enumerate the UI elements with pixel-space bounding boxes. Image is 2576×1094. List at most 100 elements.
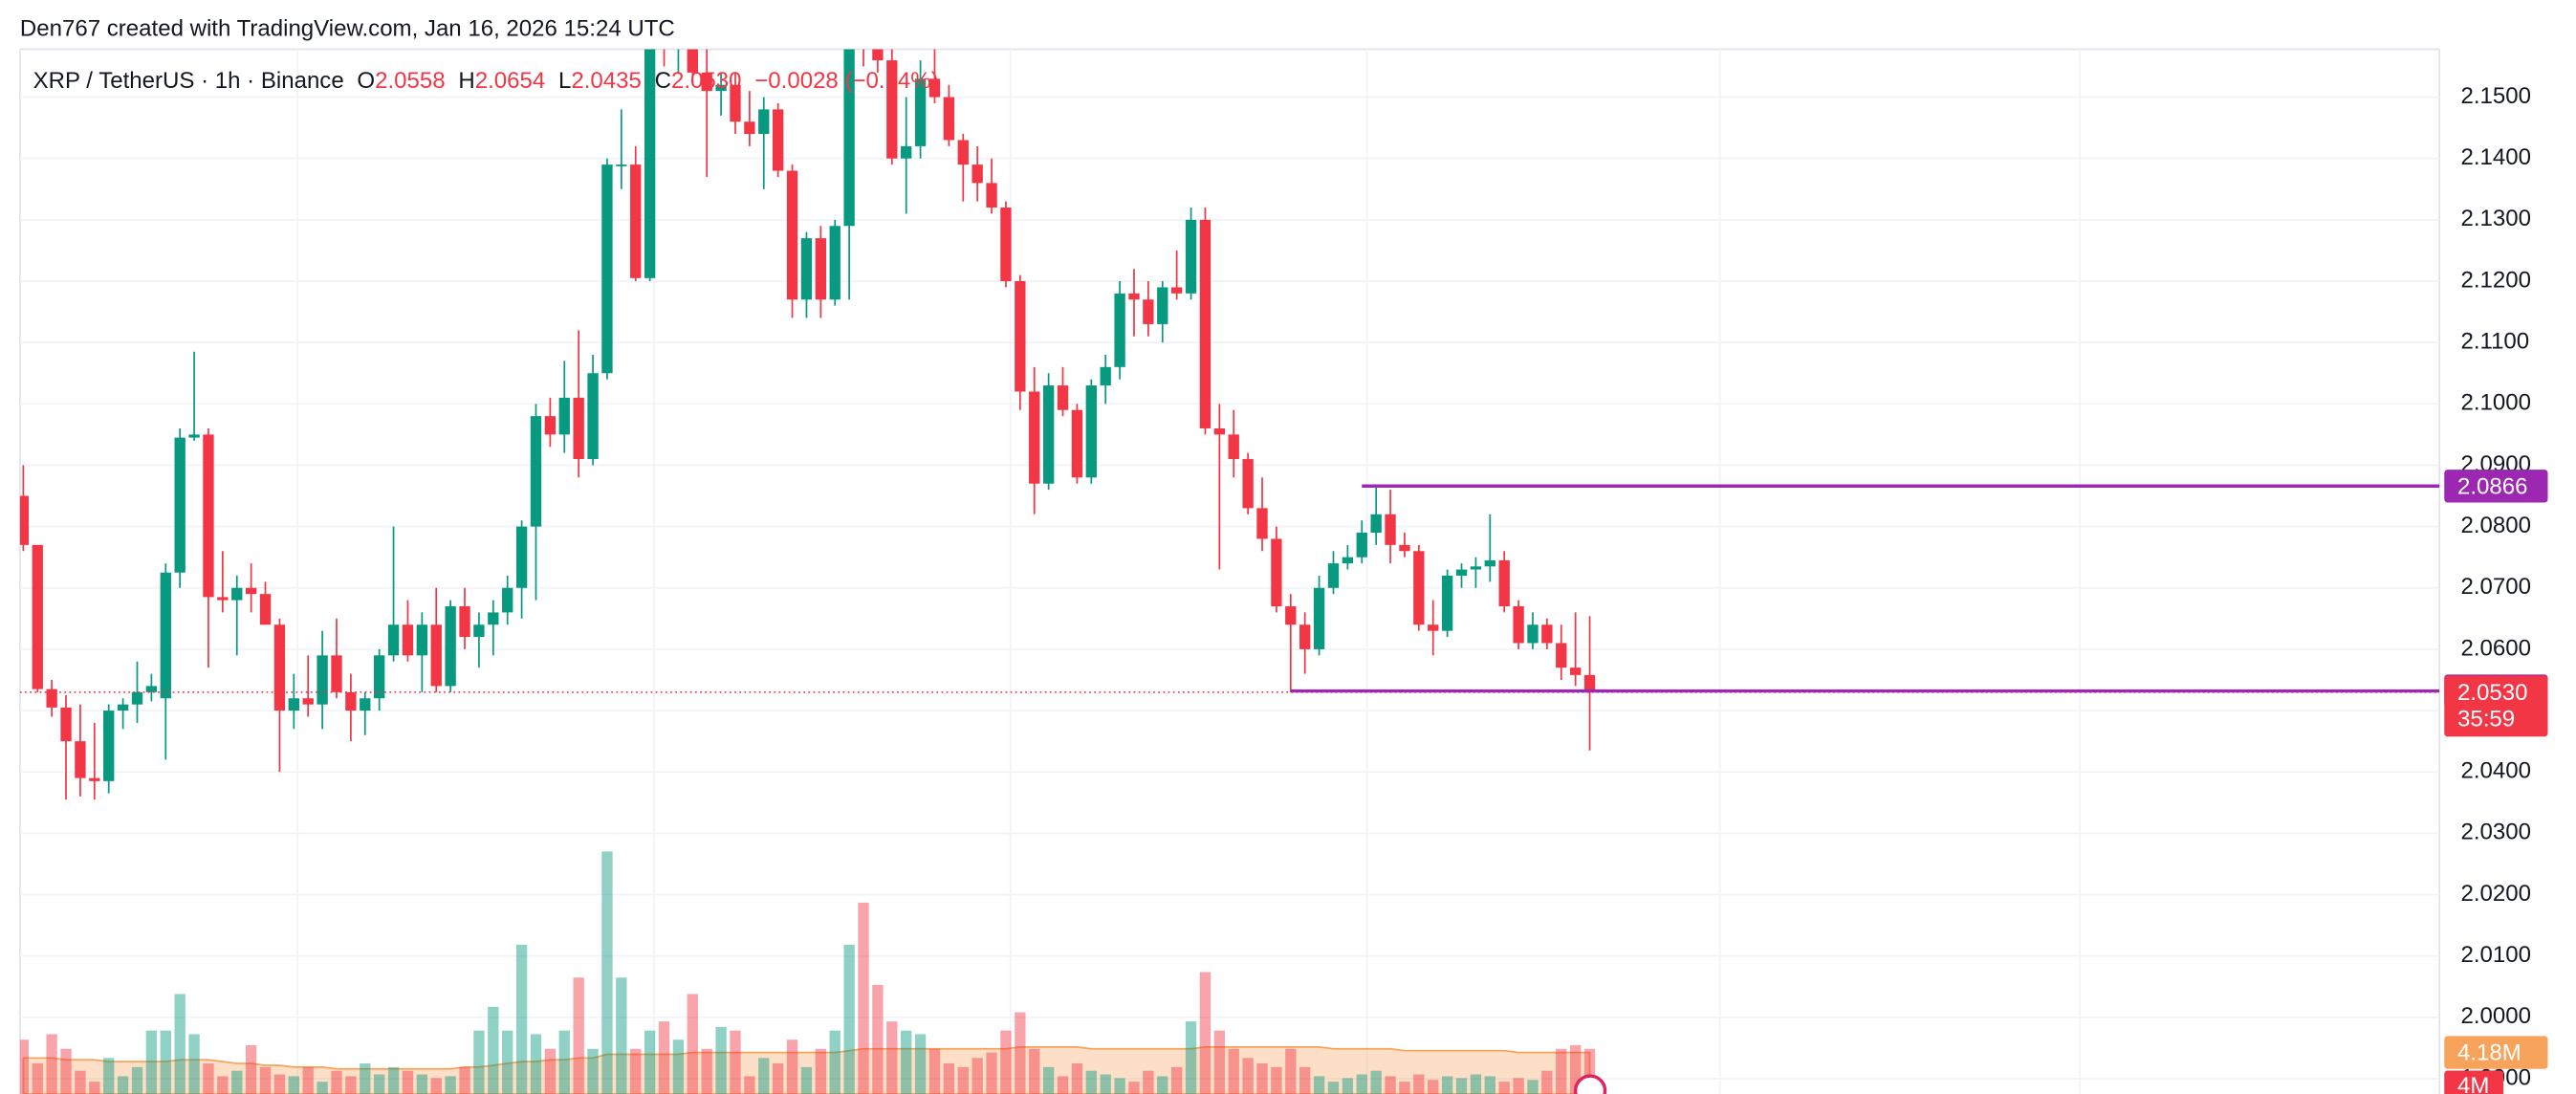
volume-bar bbox=[1271, 1066, 1282, 1094]
y-tick-label: 2.0700 bbox=[2460, 574, 2531, 600]
candle-body bbox=[89, 777, 100, 781]
candle-body bbox=[986, 183, 997, 208]
volume-bar bbox=[459, 1066, 470, 1094]
candle-body bbox=[1128, 293, 1140, 300]
candle-body bbox=[1042, 385, 1055, 484]
candle-body bbox=[1242, 459, 1254, 509]
candle-body bbox=[1342, 557, 1354, 564]
volume-bar bbox=[203, 1063, 214, 1094]
candle-body bbox=[46, 689, 57, 708]
y-tick-label: 2.1100 bbox=[2460, 329, 2529, 355]
volume-bar bbox=[317, 1082, 328, 1094]
candle-body bbox=[1071, 409, 1083, 478]
candle-body bbox=[1015, 281, 1026, 392]
volume-pane bbox=[19, 851, 1596, 1094]
volume-bar bbox=[701, 1048, 712, 1094]
candle-body bbox=[1085, 385, 1097, 478]
volume-bar bbox=[558, 1030, 570, 1094]
volume-bar bbox=[601, 851, 613, 1094]
y2-tick-label: 4M bbox=[2457, 1073, 2489, 1094]
candle-body bbox=[288, 698, 299, 711]
candle-body bbox=[1583, 674, 1596, 692]
volume-bar bbox=[502, 1030, 513, 1094]
volume-ma-badge bbox=[2444, 1036, 2548, 1069]
volume-bar bbox=[1057, 1076, 1069, 1094]
candle-body bbox=[302, 698, 314, 705]
volume-bar bbox=[288, 1076, 299, 1094]
y-tick-label: 2.0300 bbox=[2460, 820, 2531, 845]
volume-bar bbox=[530, 1034, 542, 1094]
volume-bar bbox=[544, 1048, 557, 1094]
volume-bar bbox=[89, 1082, 100, 1094]
candle-body bbox=[829, 226, 840, 300]
volume-bar bbox=[160, 1030, 171, 1094]
candle-body bbox=[430, 624, 442, 687]
candle-body bbox=[1385, 514, 1396, 545]
volume-bar bbox=[273, 1074, 286, 1094]
volume-bar bbox=[1356, 1074, 1367, 1094]
volume-bar bbox=[1513, 1078, 1524, 1094]
candle-body bbox=[601, 164, 613, 374]
candle-body bbox=[758, 109, 770, 135]
countdown: 35:59 bbox=[2457, 706, 2515, 732]
candle-body bbox=[374, 655, 385, 699]
candle-body bbox=[1057, 385, 1069, 410]
volume-bar bbox=[1071, 1063, 1083, 1094]
volume-bar bbox=[914, 1034, 927, 1094]
volume-bar bbox=[331, 1070, 342, 1094]
candle-body bbox=[145, 686, 158, 692]
volume-bar bbox=[259, 1066, 272, 1094]
candle-body bbox=[1299, 624, 1311, 649]
volume-bar bbox=[131, 1066, 143, 1094]
candle-body bbox=[103, 711, 115, 781]
volume-bar bbox=[1199, 972, 1212, 1094]
volume-bar bbox=[1399, 1082, 1410, 1094]
candle-body bbox=[957, 140, 969, 165]
y-tick-label: 2.0200 bbox=[2460, 881, 2531, 907]
volume-bar bbox=[1313, 1076, 1325, 1094]
volume-bar bbox=[445, 1076, 456, 1094]
candle-body bbox=[1185, 219, 1197, 294]
volume-bar bbox=[1470, 1074, 1482, 1094]
volume-bar bbox=[19, 1039, 30, 1094]
candle-body bbox=[928, 78, 941, 98]
volume-bar bbox=[858, 902, 869, 1094]
attribution: Den767 created with TradingView.com, Jan… bbox=[20, 15, 675, 41]
volume-bar bbox=[1385, 1076, 1396, 1094]
candle-body bbox=[815, 238, 827, 300]
candle-body bbox=[1513, 606, 1524, 644]
candle-body bbox=[872, 49, 884, 61]
candle-body bbox=[644, 49, 656, 278]
candle-body bbox=[1213, 427, 1226, 435]
symbol: XRP / TetherUS · 1h · Binance bbox=[33, 68, 344, 94]
candle-body bbox=[19, 495, 30, 545]
y-tick-label: 2.0600 bbox=[2460, 635, 2531, 661]
volume-bar bbox=[75, 1070, 86, 1094]
volume-bar bbox=[658, 1021, 670, 1094]
volume-bar bbox=[744, 1076, 755, 1094]
volume-bar bbox=[943, 1063, 955, 1094]
volume-bar bbox=[1299, 1066, 1311, 1094]
volume-bar bbox=[1042, 1066, 1055, 1094]
y-tick-label: 2.1200 bbox=[2460, 267, 2531, 293]
l-value: 2.0435 bbox=[571, 68, 642, 94]
candle-body bbox=[558, 397, 570, 435]
level-label: 2.0866 bbox=[2457, 473, 2528, 499]
candle-body bbox=[117, 704, 129, 711]
volume-bar bbox=[1170, 1066, 1183, 1094]
volume-bar bbox=[217, 1076, 229, 1094]
candle-body bbox=[174, 437, 186, 573]
candle-body bbox=[1157, 287, 1168, 324]
candle-body bbox=[1356, 533, 1367, 558]
volume-bar bbox=[32, 1063, 43, 1094]
candle-body bbox=[1029, 391, 1040, 484]
volume-bar bbox=[957, 1066, 969, 1094]
volume-bar bbox=[1157, 1076, 1168, 1094]
candle-body bbox=[715, 84, 727, 92]
volume-bar bbox=[986, 1052, 997, 1094]
volume-bar bbox=[971, 1058, 983, 1094]
volume-ma-label: 4.18M bbox=[2457, 1040, 2521, 1066]
volume-bar bbox=[374, 1074, 385, 1094]
volume-bar bbox=[687, 994, 698, 1094]
candle-body bbox=[273, 624, 286, 711]
